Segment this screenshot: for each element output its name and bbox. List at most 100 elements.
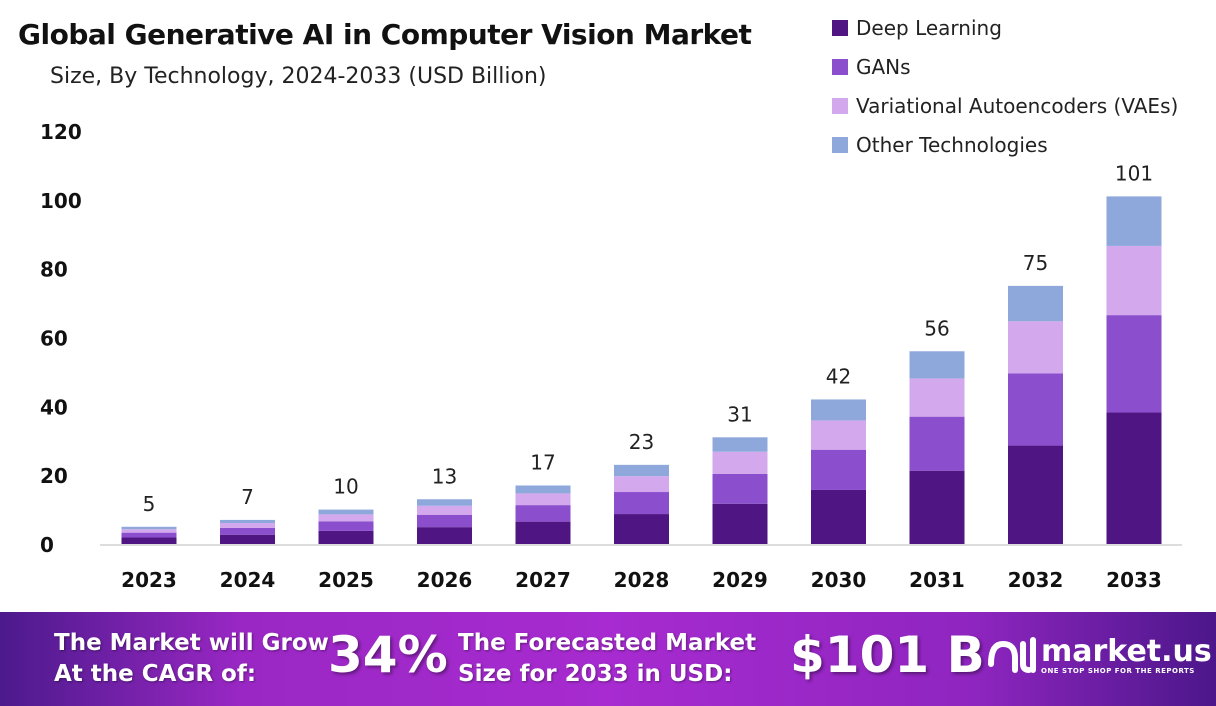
total-label: 10 xyxy=(333,475,358,499)
bar-segment-other-technologies xyxy=(121,526,177,530)
cagr-label-line2: At the CAGR of: xyxy=(54,661,257,687)
legend-swatch xyxy=(832,58,848,75)
y-tick-label: 120 xyxy=(40,120,82,144)
market-us-logo: market.us ONE STOP SHOP FOR THE REPORTS xyxy=(985,634,1212,678)
cagr-label: The Market will Grow At the CAGR of: xyxy=(54,628,329,690)
total-label: 13 xyxy=(432,464,457,488)
x-tick-label: 2026 xyxy=(417,568,473,592)
total-label: 17 xyxy=(530,450,555,474)
logo-name: market.us xyxy=(1041,634,1212,669)
bar-segment-other-technologies xyxy=(909,351,965,379)
legend-swatch xyxy=(832,97,848,114)
x-tick-label: 2032 xyxy=(1008,568,1064,592)
legend-item: Deep Learning xyxy=(832,8,1178,47)
bar-segment-gans xyxy=(515,505,571,522)
total-label: 5 xyxy=(143,492,156,516)
bar-segment-other-technologies xyxy=(811,399,866,421)
bar-segment-variational-autoencoders-vaes- xyxy=(909,378,965,417)
legend-swatch xyxy=(832,19,848,36)
bar-segment-gans xyxy=(121,532,177,538)
bar-segment-deep-learning xyxy=(712,503,768,544)
bar-segment-deep-learning xyxy=(121,537,177,544)
bar-segment-gans xyxy=(417,514,472,528)
x-tick-label: 2029 xyxy=(712,568,768,592)
bar-segment-gans xyxy=(220,527,275,535)
y-tick-label: 40 xyxy=(40,395,68,419)
y-tick-label: 60 xyxy=(40,327,68,351)
bar-segment-variational-autoencoders-vaes- xyxy=(1008,321,1063,374)
bar-segment-other-technologies xyxy=(614,464,669,477)
total-label: 23 xyxy=(629,430,654,454)
forecast-value: $101 B xyxy=(790,626,985,684)
bar-segment-variational-autoencoders-vaes- xyxy=(515,493,571,506)
x-tick-label: 2033 xyxy=(1106,568,1162,592)
y-tick-label: 20 xyxy=(40,464,68,488)
legend-label: Deep Learning xyxy=(856,15,1002,40)
bar-segment-deep-learning xyxy=(515,521,571,544)
total-label: 42 xyxy=(826,364,851,388)
x-tick-label: 2024 xyxy=(220,568,276,592)
total-label: 75 xyxy=(1023,251,1048,275)
bar-segment-deep-learning xyxy=(417,527,472,544)
cagr-value: 34% xyxy=(328,626,448,684)
bar-segment-variational-autoencoders-vaes- xyxy=(318,514,374,522)
x-tick-label: 2025 xyxy=(318,568,374,592)
bar-segment-variational-autoencoders-vaes- xyxy=(614,476,669,493)
forecast-label: The Forecasted Market Size for 2033 in U… xyxy=(458,628,756,690)
y-tick-label: 0 xyxy=(40,533,54,557)
legend-label: Other Technologies xyxy=(856,132,1048,157)
bar-segment-other-technologies xyxy=(1106,196,1162,246)
bar-segment-deep-learning xyxy=(614,514,669,544)
chart-title: Global Generative AI in Computer Vision … xyxy=(18,18,752,51)
total-label: 101 xyxy=(1115,161,1153,185)
logo-tagline: ONE STOP SHOP FOR THE REPORTS xyxy=(1041,667,1195,675)
total-label: 56 xyxy=(924,316,949,340)
legend-item: Other Technologies xyxy=(832,125,1178,164)
bar-segment-variational-autoencoders-vaes- xyxy=(712,451,768,474)
cagr-label-line1: The Market will Grow xyxy=(54,630,329,656)
bar-segment-other-technologies xyxy=(1008,285,1063,322)
legend-label: GANs xyxy=(856,54,911,79)
bar-segment-gans xyxy=(811,449,866,490)
bar-segment-variational-autoencoders-vaes- xyxy=(811,420,866,450)
bar-segment-other-technologies xyxy=(318,509,374,515)
bar-segment-other-technologies xyxy=(712,437,768,452)
x-tick-label: 2023 xyxy=(121,568,177,592)
bar-segment-gans xyxy=(712,473,768,504)
forecast-label-line2: Size for 2033 in USD: xyxy=(458,661,733,687)
x-tick-label: 2027 xyxy=(515,568,571,592)
x-tick-label: 2028 xyxy=(614,568,670,592)
legend-swatch xyxy=(832,136,848,153)
bar-segment-gans xyxy=(1008,373,1063,446)
bar-segment-deep-learning xyxy=(220,534,275,544)
legend-label: Variational Autoencoders (VAEs) xyxy=(856,93,1179,118)
bar-segment-other-technologies xyxy=(220,519,275,524)
bar-segment-gans xyxy=(1106,315,1162,413)
logo-mark-icon xyxy=(988,637,1036,673)
legend-item: GANs xyxy=(832,47,1178,86)
bar-segment-deep-learning xyxy=(1008,445,1063,544)
legend: Deep Learning GANs Variational Autoencoder… xyxy=(832,8,1178,164)
x-tick-label: 2030 xyxy=(811,568,867,592)
total-label: 31 xyxy=(727,402,752,426)
bar-segment-deep-learning xyxy=(811,489,866,544)
bar-segment-variational-autoencoders-vaes- xyxy=(220,523,275,528)
y-tick-label: 100 xyxy=(40,189,82,213)
x-tick-label: 2031 xyxy=(909,568,965,592)
bar-segment-deep-learning xyxy=(1106,412,1162,544)
bar-segment-variational-autoencoders-vaes- xyxy=(1106,245,1162,316)
bar-segment-variational-autoencoders-vaes- xyxy=(417,505,472,515)
footer-banner: The Market will Grow At the CAGR of: 34%… xyxy=(0,612,1216,706)
stacked-bar-chart: 0 20 40 60 80 100 120 5 2023 7 2024 10 2025 13 2026 17 2… xyxy=(40,120,1182,592)
total-label: 7 xyxy=(241,485,254,509)
bar-segment-variational-autoencoders-vaes- xyxy=(121,529,177,533)
bar-segment-gans xyxy=(614,492,669,515)
bar-segment-other-technologies xyxy=(417,499,472,506)
bar-segment-gans xyxy=(909,416,965,471)
y-tick-label: 80 xyxy=(40,258,68,282)
legend-item: Variational Autoencoders (VAEs) xyxy=(832,86,1178,125)
bar-segment-deep-learning xyxy=(909,470,965,544)
bar-segment-deep-learning xyxy=(318,530,374,544)
bar-segment-gans xyxy=(318,521,374,531)
chart-subtitle: Size, By Technology, 2024-2033 (USD Bill… xyxy=(50,64,547,89)
